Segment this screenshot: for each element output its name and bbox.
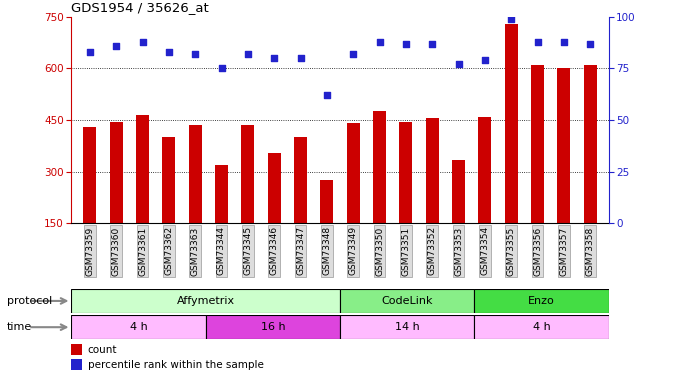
Text: CodeLink: CodeLink [381, 296, 433, 306]
Point [242, 51, 253, 57]
Bar [505, 24, 517, 223]
Text: GSM73357: GSM73357 [560, 226, 568, 276]
Point [453, 61, 464, 68]
Bar [205, 315, 340, 339]
Point [427, 41, 438, 47]
Point [216, 65, 227, 71]
Text: Enzo: Enzo [528, 296, 555, 306]
Bar [475, 315, 609, 339]
Text: GSM73360: GSM73360 [112, 226, 120, 276]
Text: percentile rank within the sample: percentile rank within the sample [88, 360, 263, 370]
Bar [320, 180, 333, 223]
Text: GSM73353: GSM73353 [454, 226, 463, 276]
Bar [478, 117, 492, 223]
Bar [452, 159, 465, 223]
Text: GSM73359: GSM73359 [85, 226, 95, 276]
Point [506, 16, 517, 22]
Text: GSM73351: GSM73351 [401, 226, 410, 276]
Text: 14 h: 14 h [395, 322, 420, 332]
Bar [215, 165, 228, 223]
Bar [268, 153, 281, 223]
Bar [294, 137, 307, 223]
Text: GSM73344: GSM73344 [217, 226, 226, 275]
Bar [136, 115, 149, 223]
Point [558, 39, 569, 45]
Text: Affymetrix: Affymetrix [177, 296, 235, 306]
Bar [557, 68, 571, 223]
Text: GSM73361: GSM73361 [138, 226, 147, 276]
Bar [347, 123, 360, 223]
Bar [241, 125, 254, 223]
Point [532, 39, 543, 45]
Bar [188, 125, 202, 223]
Text: GSM73350: GSM73350 [375, 226, 384, 276]
Bar [163, 137, 175, 223]
Bar [109, 122, 123, 223]
Text: GSM73354: GSM73354 [480, 226, 490, 275]
Point [479, 57, 490, 63]
Point [401, 41, 411, 47]
Point [374, 39, 385, 45]
Point [190, 51, 201, 57]
Text: GSM73348: GSM73348 [322, 226, 331, 275]
Text: GSM73352: GSM73352 [428, 226, 437, 275]
Text: GSM73346: GSM73346 [270, 226, 279, 275]
Point [111, 43, 122, 49]
Text: GSM73355: GSM73355 [507, 226, 515, 276]
Point [347, 51, 358, 57]
Bar [340, 289, 475, 313]
Bar [426, 118, 439, 223]
Bar [83, 127, 97, 223]
Bar [340, 315, 475, 339]
Bar [373, 111, 386, 223]
Text: GSM73345: GSM73345 [243, 226, 252, 275]
Text: protocol: protocol [7, 296, 52, 306]
Text: GSM73347: GSM73347 [296, 226, 305, 275]
Text: GSM73358: GSM73358 [585, 226, 595, 276]
Text: GSM73356: GSM73356 [533, 226, 542, 276]
Text: GDS1954 / 35626_at: GDS1954 / 35626_at [71, 2, 209, 14]
Bar [71, 359, 82, 370]
Bar [531, 65, 544, 223]
Point [137, 39, 148, 45]
Text: time: time [7, 322, 32, 332]
Bar [583, 65, 597, 223]
Point [163, 49, 174, 55]
Bar [399, 122, 412, 223]
Point [322, 92, 333, 98]
Text: GSM73349: GSM73349 [349, 226, 358, 275]
Text: 16 h: 16 h [260, 322, 285, 332]
Text: GSM73363: GSM73363 [190, 226, 200, 276]
Bar [71, 315, 205, 339]
Bar [71, 344, 82, 355]
Text: count: count [88, 345, 117, 355]
Point [84, 49, 95, 55]
Point [585, 41, 596, 47]
Text: 4 h: 4 h [532, 322, 550, 332]
Bar [475, 289, 609, 313]
Point [269, 55, 279, 61]
Point [295, 55, 306, 61]
Text: 4 h: 4 h [130, 322, 148, 332]
Text: GSM73362: GSM73362 [165, 226, 173, 275]
Bar [71, 289, 340, 313]
